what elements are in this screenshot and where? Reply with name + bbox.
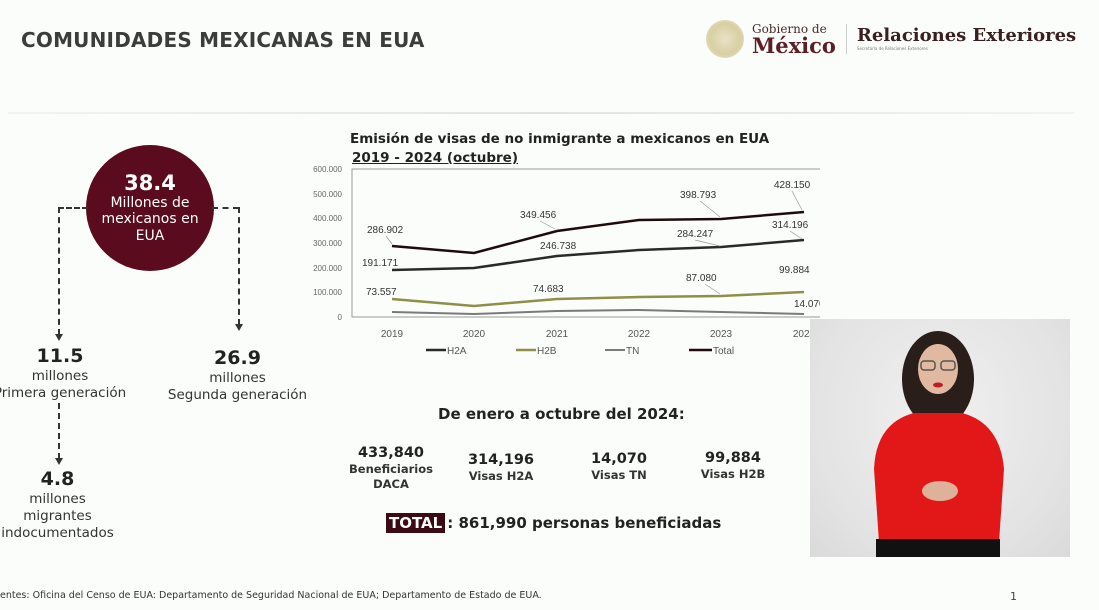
data-labels: 286.902 349.456 398.793 428.150 191.171 … [362,180,820,310]
kpi-h2a: 314,196 Visas H2A [467,452,535,484]
undocumented-stat: 4.8 millones migrantes indocumentados [1,468,114,541]
gobierno-logo-text: Gobierno de México [752,23,836,56]
connector-left-horizontal [58,207,88,209]
kpi-tn: 14,070 Visas TN [591,451,647,483]
svg-text:398.793: 398.793 [680,190,717,201]
government-logo: Gobierno de México Relaciones Exteriores… [706,20,1076,58]
mexico-seal-icon [706,20,744,58]
svg-text:191.171: 191.171 [362,258,399,269]
svg-text:246.738: 246.738 [540,241,577,252]
svg-text:286.902: 286.902 [367,225,404,236]
svg-text:14.070: 14.070 [794,299,820,310]
svg-text:600.000: 600.000 [313,165,342,174]
connector-right-vertical [238,207,240,325]
total-population-label: Millones de mexicanos en EUA [101,194,199,244]
svg-text:73.557: 73.557 [366,287,397,298]
series-tn-line [391,308,805,316]
connector-left-vertical [58,207,60,335]
chart-title: Emisión de visas de no inmigrante a mexi… [350,131,770,147]
sre-logo-text: Relaciones Exteriores [856,25,1077,46]
header-divider [8,112,1074,114]
sources-footnote: entes: Oficina del Censo de EUA: Departa… [0,590,542,601]
svg-text:300.000: 300.000 [313,239,342,248]
total-badge: TOTAL [386,513,446,533]
svg-text:349.456: 349.456 [520,210,557,221]
mexico-text: México [752,32,836,58]
label-leaders [385,190,803,295]
series-h2b-line [391,290,805,308]
svg-text:100.000: 100.000 [313,288,342,297]
svg-text:2023: 2023 [710,329,733,340]
svg-text:Total: Total [713,346,734,357]
page-title: COMUNIDADES MEXICANAS EN EUA [21,28,425,52]
connector-right-horizontal [212,207,239,209]
svg-text:314.196: 314.196 [772,220,809,231]
chart-legend: H2A H2B TN Total [426,346,734,357]
kpi-h2b: 99,884 Visas H2B [700,450,766,482]
arrow-down-icon [55,458,63,465]
svg-text:74.683: 74.683 [533,284,564,295]
y-axis: 600.000 500.000 400.000 300.000 200.000 … [313,165,342,322]
total-population-circle: 38.4 Millones de mexicanos en EUA [86,145,214,271]
svg-text:428.150: 428.150 [774,180,811,191]
svg-text:200.000: 200.000 [313,264,342,273]
logo-divider [845,24,847,54]
svg-text:TN: TN [626,346,639,357]
gobierno-de-text: Gobierno de [752,21,827,36]
first-generation-stat: 11.5 millones Primera generación [0,345,127,401]
second-generation-stat: 26.9 millones Segunda generación [167,347,308,403]
svg-text:400.000: 400.000 [313,214,342,223]
series-h2a-line [391,238,805,272]
svg-text:2019: 2019 [381,329,404,340]
svg-text:87.080: 87.080 [686,273,717,284]
kpi-daca: 433,840 Beneficiarios DACA [349,445,433,491]
sign-language-interpreter-video [810,319,1070,557]
interpreter-figure [874,331,1004,557]
plot-area [351,168,820,318]
arrow-down-icon [55,334,63,341]
svg-text:284.247: 284.247 [677,229,714,240]
svg-text:H2A: H2A [447,346,467,357]
chart-subtitle: 2019 - 2024 (octubre) [352,150,519,166]
svg-text:2022: 2022 [628,329,651,340]
x-axis: 2019 2020 2021 2022 2023 2024 [381,329,816,340]
svg-text:2024: 2024 [793,329,816,340]
svg-text:H2B: H2B [537,346,557,357]
svg-text:500.000: 500.000 [313,190,342,199]
series-total-line [391,210,805,255]
svg-text:99.884: 99.884 [779,265,810,276]
sre-logo: Relaciones Exteriores Secretaría de Rela… [857,27,1076,51]
summary-title: De enero a octubre del 2024: [438,405,685,423]
sre-logo-subtext: Secretaría de Relaciones Exteriores [856,46,928,51]
connector-down-vertical [58,403,60,459]
total-text: : 861,990 personas beneficiadas [447,514,722,532]
svg-text:0: 0 [338,313,343,322]
svg-text:2021: 2021 [546,329,569,340]
total-population-value: 38.4 [124,170,176,195]
visa-line-chart: 600.000 500.000 400.000 300.000 200.000 … [313,165,820,357]
svg-text:2020: 2020 [463,329,486,340]
arrow-down-icon [235,324,243,331]
total-row: TOTAL : 861,990 personas beneficiadas [386,513,721,533]
page-number: 1 [1010,590,1017,603]
